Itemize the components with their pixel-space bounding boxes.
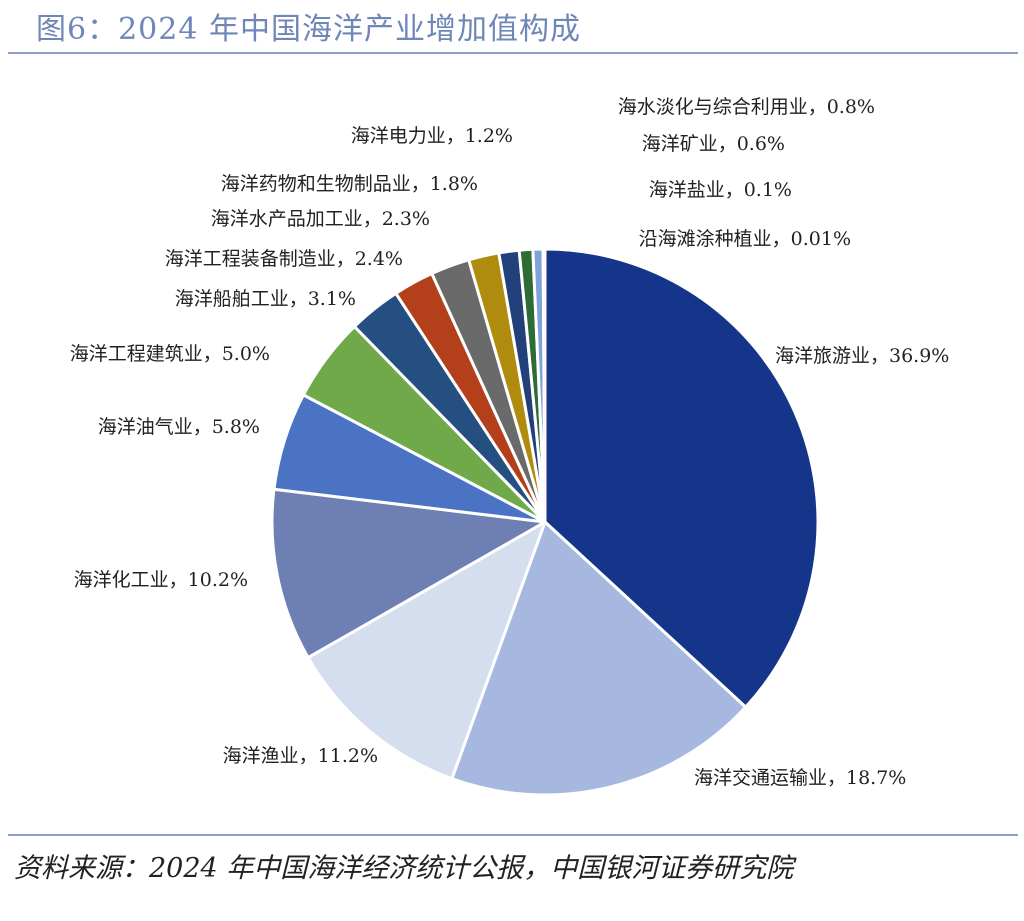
slice-1 [543,247,820,709]
slice-3 [306,520,547,781]
chart-title: 图6：2024 年中国海洋产业增加值构成 [36,12,581,47]
data-label-10: 海洋药物和生物制品业，1.8% [221,173,478,195]
pie-labels: 海洋旅游业，36.9% 海洋交通运输业，18.7% 海洋渔业，11.2% 海洋化工业，… [70,96,950,789]
data-label-12: 海水淡化与综合利用业，0.8% [618,96,875,118]
data-label-7: 海洋船舶工业，3.1% [175,288,356,310]
data-label-15: 沿海滩涂种植业，0.01% [639,228,851,250]
data-label-9: 海洋水产品加工业，2.3% [211,208,430,230]
data-label-11: 海洋电力业，1.2% [351,125,513,147]
slice-4 [270,487,547,660]
title-divider [8,52,1018,54]
data-label-13: 海洋矿业，0.6% [642,133,785,155]
data-label-8: 海洋工程装备制造业，2.4% [165,248,403,270]
pie-chart: 海洋旅游业，36.9% 海洋交通运输业，18.7% 海洋渔业，11.2% 海洋化工业，… [70,96,950,797]
data-label-6: 海洋工程建筑业，5.0% [70,343,270,365]
slice-2 [450,520,748,797]
pie-slices [270,247,820,797]
source-divider [8,834,1018,836]
source-note: 资料来源：2024 年中国海洋经济统计公报，中国银河证券研究院 [14,853,794,884]
data-label-4: 海洋化工业，10.2% [74,569,248,591]
data-label-3: 海洋渔业，11.2% [223,745,378,767]
data-label-2: 海洋交通运输业，18.7% [694,767,906,789]
data-label-1: 海洋旅游业，36.9% [775,345,949,367]
data-label-5: 海洋油气业，5.8% [98,416,260,438]
data-label-14: 海洋盐业，0.1% [649,179,792,201]
